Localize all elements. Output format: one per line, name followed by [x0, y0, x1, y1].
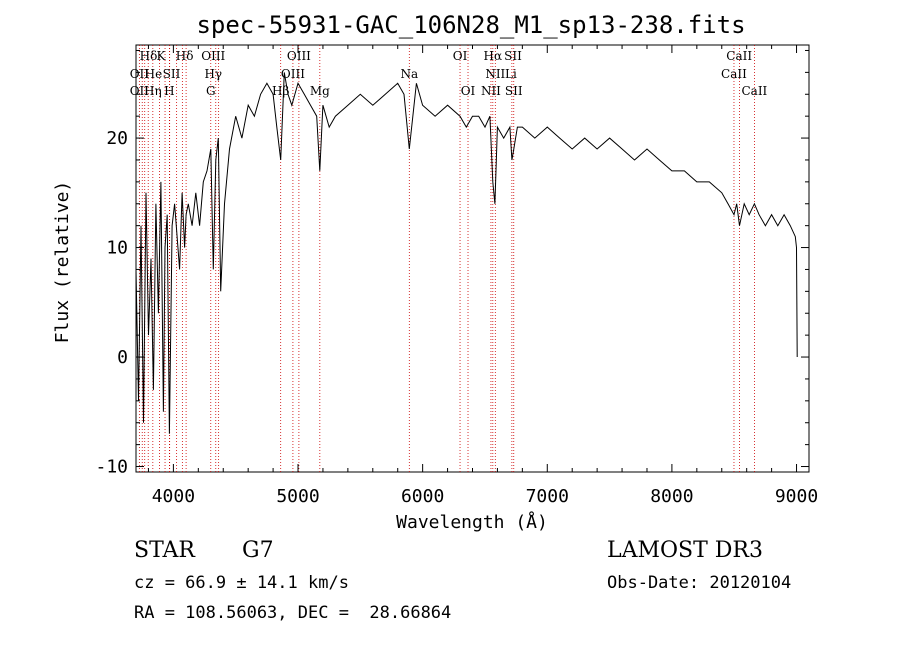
y-tick-label: 0: [117, 347, 128, 368]
x-tick-label: 5000: [276, 486, 319, 507]
line-label: Hγ: [204, 67, 222, 81]
y-tick-label: 20: [106, 128, 128, 149]
line-label: Hβ: [272, 84, 289, 98]
redshift-velocity: cz = 66.9 ± 14.1 km/s: [134, 573, 349, 593]
line-label: SII: [505, 84, 523, 98]
x-tick-label: 6000: [401, 486, 444, 507]
chart-title: spec-55931-GAC_106N28_M1_sp13-238.fits: [196, 11, 745, 39]
line-label: K: [156, 49, 166, 63]
line-label: OI: [453, 49, 468, 63]
line-label: CaII: [741, 84, 767, 98]
line-label: OI: [461, 84, 476, 98]
line-label: CaII: [726, 49, 752, 63]
x-tick-label: 9000: [775, 486, 818, 507]
line-label: Hη: [144, 84, 162, 98]
line-label: SII: [504, 49, 522, 63]
line-label: OIII: [287, 49, 311, 63]
line-label: Mg: [310, 84, 330, 98]
spectrum-line: [135, 72, 798, 434]
survey-name: LAMOST DR3: [607, 538, 763, 563]
object-class: STAR: [134, 538, 195, 563]
line-label: G: [206, 84, 216, 98]
x-axis-label: Wavelength (Å): [396, 511, 548, 533]
line-label: Hδ: [140, 49, 158, 63]
x-tick-label: 8000: [650, 486, 693, 507]
line-label: Na: [400, 67, 418, 81]
observation-date: Obs-Date: 20120104: [607, 573, 792, 593]
line-label: Li: [505, 67, 517, 81]
line-label: Hδ: [176, 49, 194, 63]
line-label: OII: [130, 67, 150, 81]
line-label: OIII: [201, 49, 225, 63]
y-tick-label: -10: [95, 457, 128, 478]
y-axis-label: Flux (relative): [52, 181, 73, 344]
line-label: NII: [485, 67, 505, 81]
line-label: H: [164, 84, 174, 98]
y-tick-label: 10: [106, 238, 128, 259]
line-label: OII: [130, 84, 150, 98]
x-tick-label: 4000: [152, 486, 195, 507]
line-label: Hα: [484, 49, 503, 63]
x-tick-label: 7000: [526, 486, 569, 507]
object-subclass: G7: [242, 538, 274, 563]
line-label: SII: [163, 67, 181, 81]
line-label: CaII: [721, 67, 747, 81]
emission-line-markers: [138, 45, 755, 472]
x-axis-ticks: 4000 5000 6000 7000 8000 9000: [147, 45, 818, 507]
line-label: OIII: [281, 67, 305, 81]
coordinates: RA = 108.56063, DEC = 28.66864: [134, 603, 452, 623]
line-label: He: [145, 67, 163, 81]
plot-frame: [135, 44, 810, 473]
line-label: NII: [481, 84, 501, 98]
y-axis-ticks: -10 0 10 20: [95, 49, 809, 478]
